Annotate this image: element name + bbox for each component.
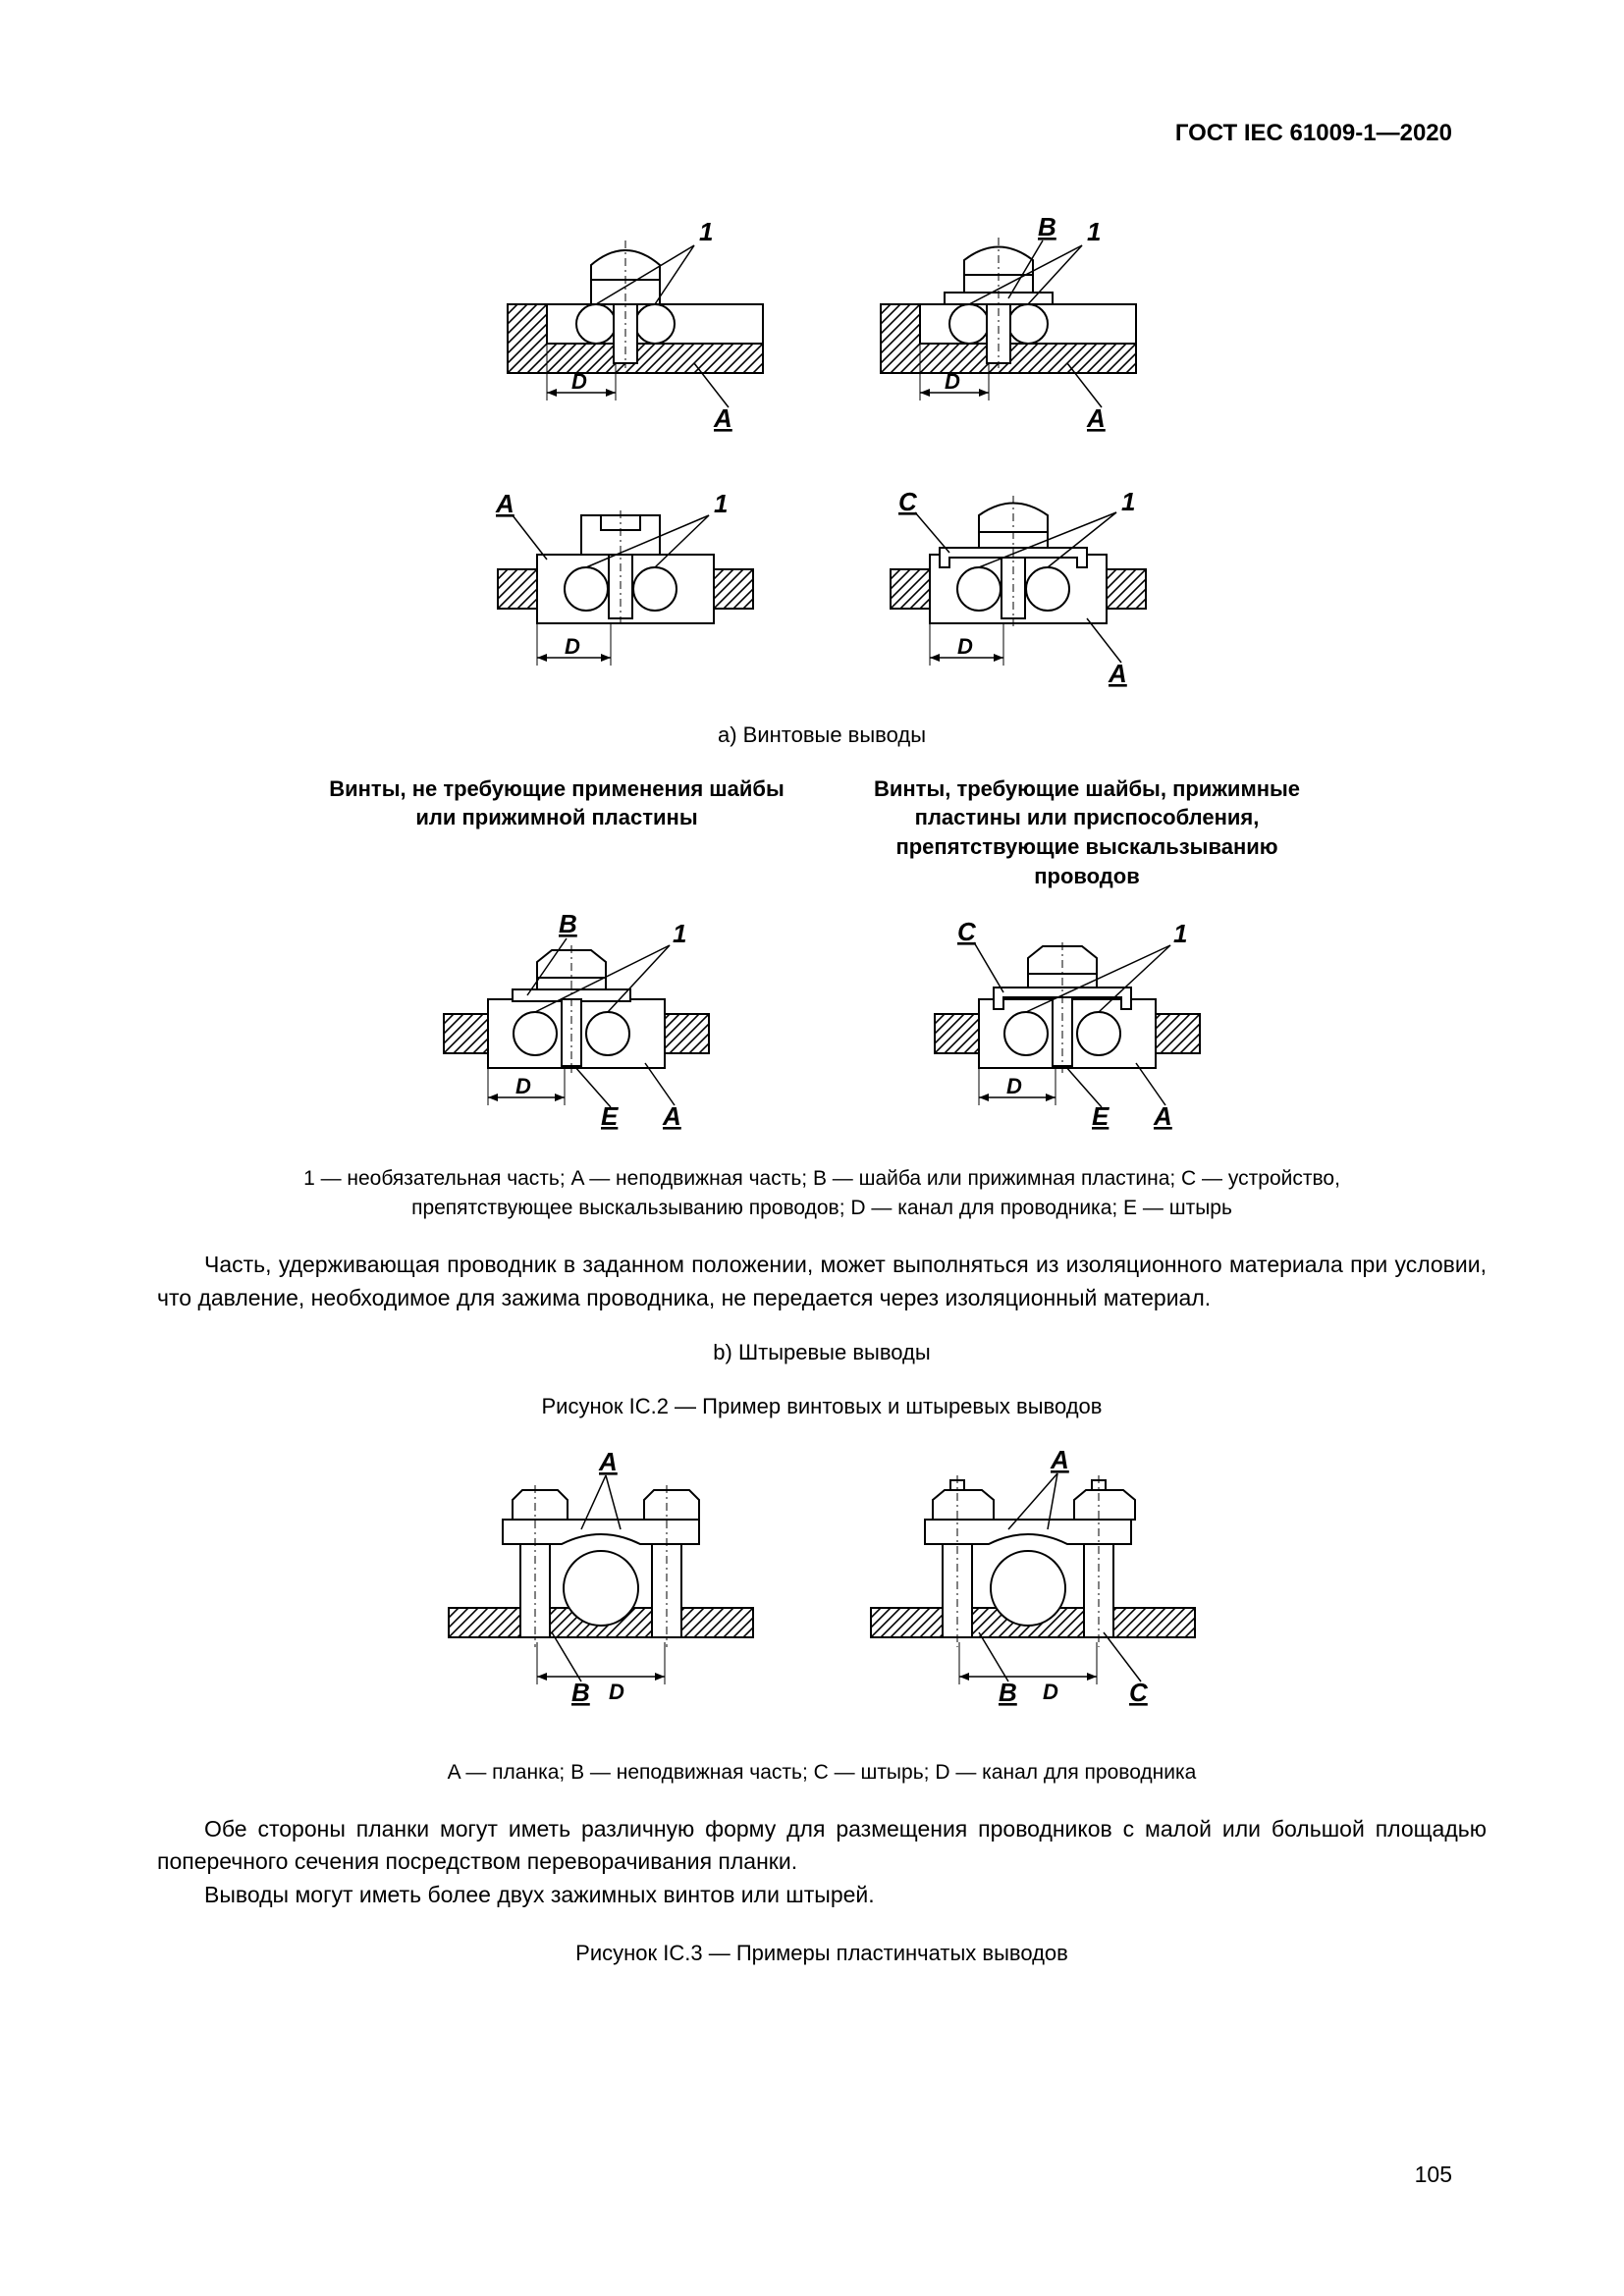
label-D: D bbox=[957, 634, 973, 659]
label-A: A bbox=[495, 489, 514, 518]
header-left: Винты, не требующие применения шайбы или… bbox=[321, 774, 792, 891]
label-1: 1 bbox=[1173, 919, 1187, 948]
label-D: D bbox=[945, 369, 960, 394]
label-A: A bbox=[1108, 659, 1127, 688]
label-1: 1 bbox=[714, 489, 728, 518]
label-E: E bbox=[601, 1101, 619, 1131]
diagram-row1-left: 1 A D bbox=[488, 206, 783, 442]
page: ГОСТ IEC 61009-1—2020 1 bbox=[0, 0, 1624, 2296]
label-A: A bbox=[713, 403, 732, 433]
diagram-row3-right: C 1 E A D bbox=[910, 901, 1224, 1137]
figure-row-3: B 1 E A D C bbox=[157, 901, 1487, 1137]
caption-b: b) Штыревые выводы bbox=[157, 1338, 1487, 1368]
para-3: Выводы могут иметь более двух зажимных в… bbox=[157, 1879, 1487, 1911]
label-D: D bbox=[1006, 1074, 1022, 1098]
label-D: D bbox=[565, 634, 580, 659]
figure-row-2: A 1 D C 1 bbox=[157, 461, 1487, 697]
page-number: 105 bbox=[1415, 2162, 1452, 2188]
label-B: B bbox=[1038, 212, 1056, 241]
diagram-row3-left: B 1 E A D bbox=[419, 901, 733, 1137]
label-D: D bbox=[571, 369, 587, 394]
legend-1: 1 — необязательная часть; A — неподвижна… bbox=[233, 1164, 1411, 1224]
para-1: Часть, удерживающая проводник в заданном… bbox=[157, 1249, 1487, 1314]
label-C: C bbox=[957, 917, 977, 946]
legend-2: A — планка; B — неподвижная часть; C — ш… bbox=[233, 1758, 1411, 1788]
label-C: C bbox=[898, 487, 918, 516]
label-B: B bbox=[559, 909, 577, 938]
para-2: Обе стороны планки могут иметь различную… bbox=[157, 1813, 1487, 1879]
figure-row-1: 1 A D 1 B bbox=[157, 206, 1487, 442]
label-A: A bbox=[1153, 1101, 1172, 1131]
diagram-row1-right: 1 B A D bbox=[861, 206, 1156, 442]
label-A: A bbox=[1086, 403, 1106, 433]
figure-title-3: Рисунок IC.3 — Примеры пластинчатых выво… bbox=[157, 1939, 1487, 1969]
label-A: A bbox=[598, 1447, 618, 1476]
column-headers: Винты, не требующие применения шайбы или… bbox=[157, 774, 1487, 891]
label-A: A bbox=[1050, 1446, 1069, 1474]
label-C: C bbox=[1129, 1678, 1149, 1707]
label-1: 1 bbox=[699, 217, 713, 246]
label-D: D bbox=[609, 1680, 624, 1704]
caption-a: a) Винтовые выводы bbox=[157, 721, 1487, 751]
label-1: 1 bbox=[1087, 217, 1101, 246]
label-D: D bbox=[515, 1074, 531, 1098]
label-1: 1 bbox=[1121, 487, 1135, 516]
label-A: A bbox=[662, 1101, 681, 1131]
diagram-row4-left: A B D bbox=[434, 1446, 768, 1731]
diagram-row2-left: A 1 D bbox=[468, 461, 783, 697]
label-B: B bbox=[571, 1678, 590, 1707]
diagram-row2-right: C 1 A D bbox=[861, 461, 1175, 697]
figure-title-2: Рисунок IC.2 — Пример винтовых и штыревы… bbox=[157, 1392, 1487, 1422]
label-B: B bbox=[999, 1678, 1017, 1707]
header-right: Винты, требующие шайбы, прижимные пласти… bbox=[851, 774, 1323, 891]
label-E: E bbox=[1092, 1101, 1110, 1131]
doc-id-header: ГОСТ IEC 61009-1—2020 bbox=[1175, 120, 1452, 147]
figure-row-4: A B D A bbox=[157, 1446, 1487, 1731]
diagram-row4-right: A B C D bbox=[856, 1446, 1210, 1731]
label-D: D bbox=[1043, 1680, 1058, 1704]
label-1: 1 bbox=[673, 919, 686, 948]
